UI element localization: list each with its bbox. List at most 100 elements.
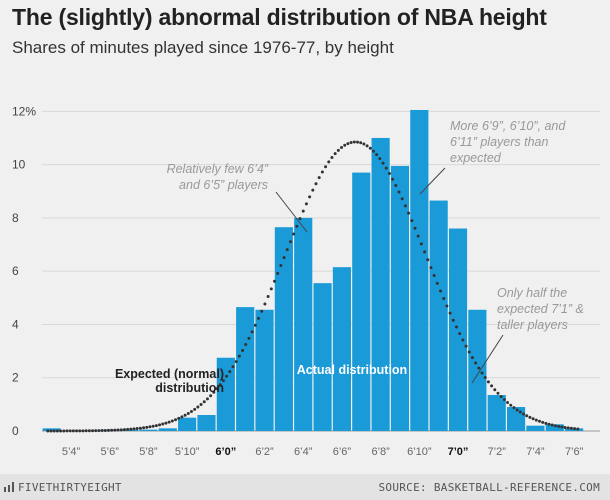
normal-curve-dot — [142, 426, 146, 430]
annotation-leader-few — [275, 191, 308, 233]
legend-actual-label: Actual distribution — [297, 363, 407, 377]
normal-curve-dot — [509, 403, 513, 407]
normal-curve-dot — [474, 361, 478, 365]
annotation-more: 6’11” players than — [450, 135, 548, 149]
normal-curve-dot — [145, 425, 149, 429]
normal-curve-dot — [477, 366, 481, 370]
normal-curve-dot — [244, 343, 248, 347]
fivethirtyeight-logo-icon — [4, 482, 14, 492]
normal-curve-dot — [557, 424, 561, 428]
normal-curve-dot — [336, 148, 340, 152]
normal-curve-dot — [448, 311, 452, 315]
normal-curve-dot — [512, 406, 516, 410]
normal-curve-dot — [122, 428, 126, 432]
normal-curve-dot — [180, 415, 184, 419]
normal-curve-dot — [403, 204, 407, 208]
normal-curve-dot — [531, 417, 535, 421]
normal-curve-dot — [266, 295, 270, 299]
normal-curve-dot — [209, 394, 213, 398]
normal-curve-dot — [298, 217, 302, 221]
x-tick-label: 5’6” — [101, 446, 120, 458]
normal-curve-dot — [576, 427, 580, 431]
normal-curve-dot — [285, 248, 289, 252]
bar — [178, 417, 197, 431]
normal-curve-dot — [423, 250, 427, 254]
annotation-more: expected — [450, 151, 502, 165]
normal-curve-dot — [247, 336, 251, 340]
x-tick-label: 6’8” — [371, 446, 390, 458]
normal-curve-dot — [445, 304, 449, 308]
annotation-more: More 6’9”, 6’10”, and — [450, 119, 566, 133]
normal-curve-dot — [327, 160, 331, 164]
normal-curve-dot — [119, 428, 123, 432]
normal-curve-dot — [416, 234, 420, 238]
normal-curve-dot — [317, 176, 321, 180]
bar — [545, 424, 564, 431]
normal-curve-dot — [324, 165, 328, 169]
normal-curve-dot — [493, 388, 497, 392]
normal-curve-dot — [381, 161, 385, 165]
annotation-half: taller players — [497, 318, 568, 332]
x-tick-label: 6’4” — [294, 446, 313, 458]
normal-curve-dot — [458, 332, 462, 336]
normal-curve-dot — [71, 429, 75, 433]
normal-curve-dot — [218, 383, 222, 387]
bar — [352, 172, 371, 432]
normal-curve-dot — [346, 142, 350, 146]
normal-curve-dot — [94, 429, 98, 433]
normal-curve-dot — [215, 387, 219, 391]
normal-curve-dot — [288, 240, 292, 244]
x-tick-label: 5’10” — [175, 446, 200, 458]
normal-curve-dot — [490, 384, 494, 388]
normal-curve-dot — [75, 429, 79, 433]
normal-curve-dot — [276, 271, 280, 275]
normal-curve-dot — [553, 424, 557, 428]
normal-curve-dot — [486, 380, 490, 384]
normal-curve-dot — [541, 420, 545, 424]
normal-curve-dot — [483, 376, 487, 380]
normal-curve-dot — [113, 428, 117, 432]
x-tick-label: 5’4” — [62, 446, 81, 458]
normal-curve-dot — [177, 416, 181, 420]
bar — [526, 425, 545, 431]
normal-curve-dot — [569, 426, 573, 430]
normal-curve-dot — [110, 428, 114, 432]
normal-curve-dot — [55, 429, 59, 433]
normal-curve-dot — [429, 266, 433, 270]
normal-curve-dot — [480, 371, 484, 375]
annotation-half: Only half the — [497, 286, 567, 300]
bar — [139, 429, 158, 431]
normal-curve-dot — [413, 226, 417, 230]
normal-curve-dot — [563, 425, 567, 429]
normal-curve-dot — [506, 401, 510, 405]
normal-curve-dot — [263, 302, 267, 306]
normal-curve-dot — [196, 405, 200, 409]
normal-curve-dot — [547, 422, 551, 426]
normal-curve-dot — [59, 429, 63, 433]
normal-curve-dot — [62, 429, 66, 433]
normal-curve-dot — [126, 427, 130, 431]
normal-curve-dot — [167, 420, 171, 424]
normal-curve-dot — [228, 370, 232, 374]
normal-curve-dot — [151, 424, 155, 428]
normal-curve-dot — [158, 423, 162, 427]
bar — [468, 309, 487, 431]
bar — [487, 395, 506, 431]
bar — [216, 357, 235, 431]
normal-curve-dot — [212, 390, 216, 394]
normal-curve-dot — [46, 429, 50, 433]
normal-curve-dot — [304, 202, 308, 206]
normal-curve-dot — [225, 374, 229, 378]
normal-curve-dot — [311, 188, 315, 192]
normal-curve-dot — [454, 325, 458, 329]
bar — [448, 228, 468, 431]
bar — [255, 309, 274, 431]
normal-curve-dot — [241, 348, 245, 352]
footer-source: SOURCE: BASKETBALL-REFERENCE.COM — [378, 481, 600, 494]
normal-curve-dot — [221, 379, 225, 383]
normal-curve-dot — [419, 242, 423, 246]
chart-title: The (slightly) abnormal distribution of … — [12, 4, 547, 30]
bar — [274, 227, 293, 431]
normal-curve-dot — [464, 344, 468, 348]
y-tick-label: 12% — [12, 104, 36, 118]
